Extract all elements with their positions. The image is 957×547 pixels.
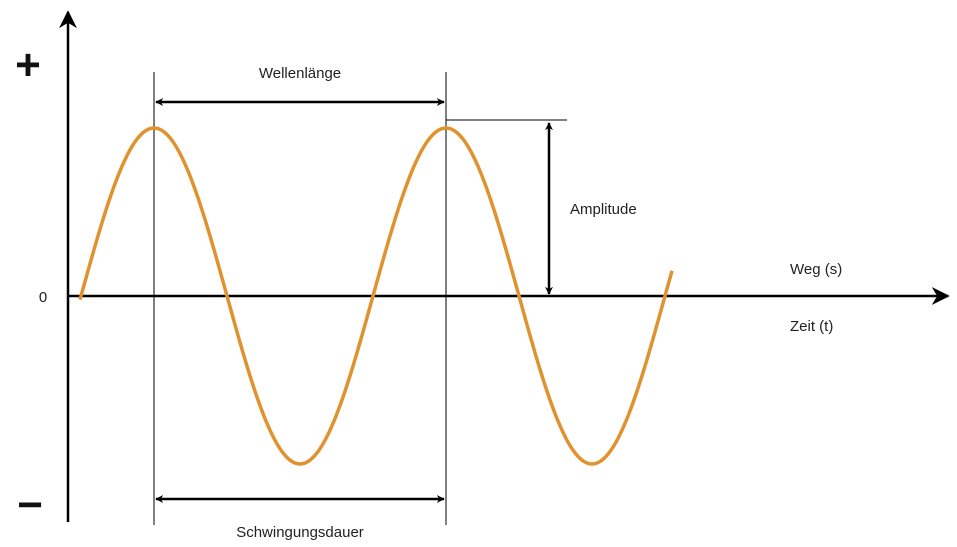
time-label: Zeit (t)	[790, 318, 833, 335]
amplitude-label: Amplitude	[570, 201, 637, 218]
sine-wave	[78, 126, 674, 466]
plus-sign: +	[15, 41, 41, 90]
distance-label: Weg (s)	[790, 261, 842, 278]
minus-sign: −	[17, 481, 43, 530]
wavelength-label: Wellenlänge	[259, 65, 341, 82]
period-label: Schwingungsdauer	[236, 524, 364, 541]
zero-label: 0	[39, 289, 47, 306]
